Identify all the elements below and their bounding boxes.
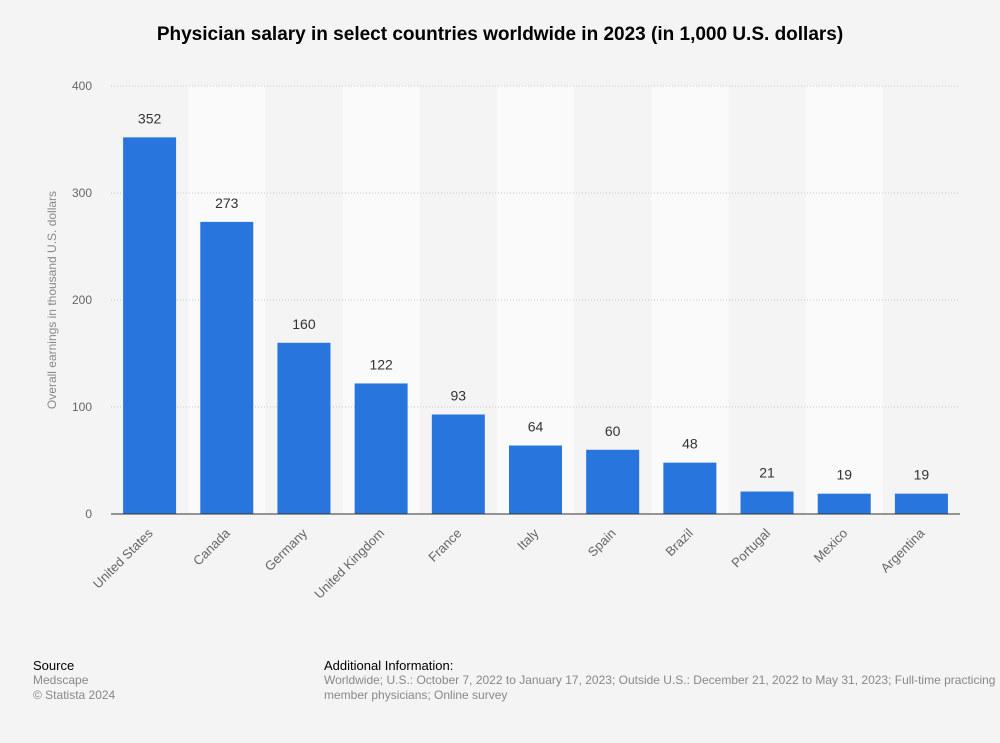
category-band — [805, 86, 883, 514]
additional-info-line: Worldwide; U.S.: October 7, 2022 to Janu… — [324, 673, 996, 687]
bar — [740, 491, 794, 514]
y-tick-label: 400 — [72, 79, 92, 93]
x-tick-label: Mexico — [811, 526, 851, 566]
data-label: 122 — [369, 356, 393, 372]
data-label: 64 — [528, 419, 544, 435]
y-tick-label: 300 — [72, 186, 92, 200]
bar — [277, 342, 331, 514]
data-label: 352 — [138, 110, 162, 126]
bar — [586, 449, 640, 514]
bar — [123, 137, 177, 515]
x-tick-label: Canada — [190, 525, 233, 568]
x-tick-label: France — [425, 526, 464, 565]
source-label: Source — [33, 658, 75, 673]
bar-chart: 0 100 200 300 400 Overall earnings in thousan… — [45, 79, 960, 602]
data-label: 60 — [605, 423, 621, 439]
source-block: Source Medscape © Statista 2024 — [33, 658, 115, 703]
copyright: © Statista 2024 — [33, 688, 116, 702]
y-axis-label: Overall earnings in thousand U.S. dollar… — [45, 191, 59, 409]
x-tick-label: Spain — [585, 526, 619, 560]
bar — [663, 462, 717, 514]
y-tick-label: 100 — [72, 400, 92, 414]
x-tick-label: United States — [90, 525, 156, 591]
category-band — [651, 86, 729, 514]
data-label: 19 — [914, 467, 930, 483]
bar — [894, 493, 948, 514]
x-tick-label: Germany — [262, 525, 311, 574]
bar — [354, 383, 408, 514]
chart-title: Physician salary in select countries wor… — [156, 24, 844, 45]
data-label: 160 — [292, 316, 316, 332]
x-tick-label: Brazil — [662, 525, 696, 559]
y-tick-label: 200 — [72, 293, 92, 307]
bar — [200, 221, 254, 514]
x-tick-label: Portugal — [728, 525, 773, 570]
additional-info-label: Additional Information: — [324, 658, 454, 673]
x-tick-label: Italy — [514, 525, 542, 553]
data-label: 93 — [451, 387, 467, 403]
bar — [817, 493, 871, 514]
data-label: 48 — [682, 436, 698, 452]
bar — [431, 414, 485, 514]
data-label: 21 — [759, 465, 775, 481]
y-tick-label: 0 — [85, 507, 92, 521]
x-tick-label: Argentina — [878, 525, 929, 576]
source-value: Medscape — [33, 673, 89, 687]
additional-info-line: member physicians; Online survey — [324, 688, 508, 702]
data-label: 19 — [836, 467, 852, 483]
data-label: 273 — [215, 195, 239, 211]
bar — [509, 445, 562, 514]
x-tick-label: United Kingdom — [311, 526, 387, 602]
additional-info-block: Additional Information: Worldwide; U.S.:… — [324, 658, 995, 703]
